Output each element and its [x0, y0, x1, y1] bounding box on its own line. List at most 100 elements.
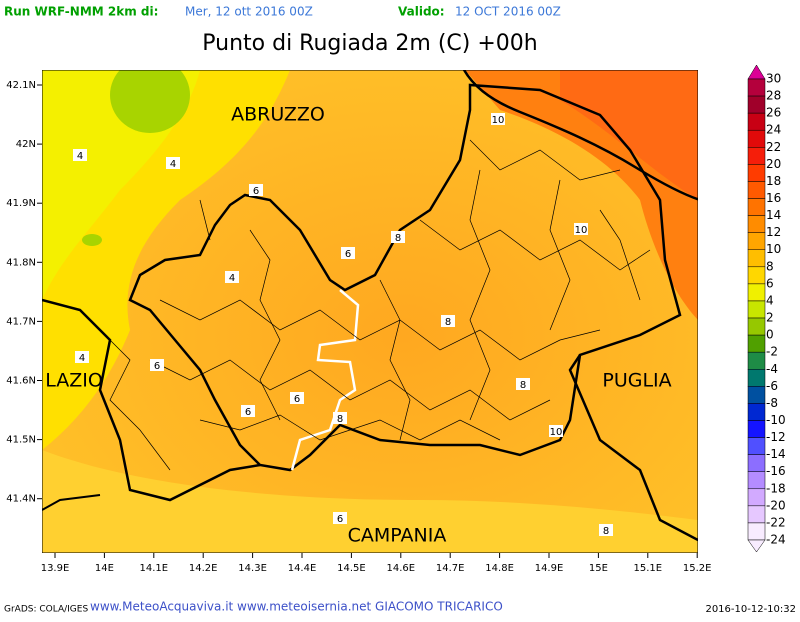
lon-tick-label: 14.1E [140, 563, 169, 574]
colorbar-label: 28 [766, 89, 781, 103]
colorbar-segment [747, 471, 766, 490]
colorbar-label: -20 [766, 498, 786, 512]
contour-label: 6 [345, 249, 351, 260]
field-green [110, 70, 190, 133]
colorbar: 302826242220181614121086420-2-4-6-8-10-1… [747, 64, 786, 553]
colorbar-segment [747, 317, 766, 336]
footer-center: www.MeteoAcquaviva.it www.meteoisernia.n… [90, 600, 503, 614]
colorbar-label: -18 [766, 481, 786, 495]
colorbar-label: -8 [766, 396, 778, 410]
lazio-border [42, 298, 261, 502]
colorbar-label: 26 [766, 106, 781, 120]
region-label: PUGLIA [602, 370, 671, 392]
colorbar-segment [747, 300, 766, 319]
molise-border [128, 83, 682, 472]
map-title: Punto di Rugiada 2m (C) +00h [202, 31, 537, 56]
colorbar-segment [747, 454, 766, 472]
colorbar-label: 8 [766, 259, 774, 273]
colorbar-label: 24 [766, 123, 781, 137]
colorbar-segment [747, 112, 766, 131]
colorbar-segment [747, 266, 766, 285]
colorbar-segment [747, 505, 766, 524]
contour-label-bg [341, 247, 355, 259]
colorbar-label: 12 [766, 225, 781, 239]
contour-label: 6 [245, 407, 251, 418]
colorbar-segment [747, 181, 766, 199]
contour-label-bg [516, 378, 530, 390]
colorbar-label: -12 [766, 430, 786, 444]
lon-tick-label: 13.9E [41, 563, 70, 574]
colorbar-top [747, 64, 766, 80]
lon-tick-label: 15E [589, 563, 608, 574]
colorbar-segment [747, 351, 766, 370]
contour-label-bg [391, 231, 405, 243]
lat-tick-label: 41.7N [6, 316, 36, 327]
map-labels: ABRUZZO LAZIO PUGLIA CAMPANIA 10 4 4 6 8 10 6 4 8 4 6 8… [45, 104, 671, 547]
lon-tick-label: 14.6E [387, 563, 416, 574]
lon-tick-label: 14E [95, 563, 114, 574]
contour-label: 4 [77, 151, 83, 162]
contour-label: 8 [445, 317, 451, 328]
contour-label: 4 [79, 353, 85, 364]
field-green-small [82, 234, 102, 246]
lon-tick-label: 14.4E [288, 563, 317, 574]
contour-label: 10 [550, 427, 563, 438]
puglia-border [568, 354, 698, 542]
region-label: CAMPANIA [348, 525, 447, 547]
lat-tick-label: 42.1N [6, 80, 36, 91]
region-label: ABRUZZO [231, 104, 325, 126]
colorbar-segment [747, 129, 766, 148]
colorbar-label: 4 [766, 293, 774, 307]
contour-label-bg [599, 524, 613, 536]
colorbar-label: -22 [766, 515, 786, 529]
colorbar-segment [747, 522, 766, 541]
colorbar-label: -2 [766, 345, 778, 359]
lon-tick-label: 14.2E [189, 563, 218, 574]
contour-label-bg [441, 315, 455, 327]
colorbar-label: 16 [766, 191, 781, 205]
contour-label: 4 [229, 273, 235, 284]
colorbar-segment [747, 78, 766, 97]
colorbar-segment [747, 283, 766, 302]
contour-label-bg [333, 412, 347, 424]
colorbar-segment [747, 147, 766, 165]
run-label: Run WRF-NMM 2km di: [4, 5, 158, 19]
contour-label-bg [574, 223, 588, 235]
colorbar-segment [747, 232, 766, 250]
colorbar-label: -4 [766, 362, 778, 376]
lat-tick-label: 42N [16, 139, 36, 150]
colorbar-label: -24 [766, 533, 786, 547]
run-date: Mer, 12 ott 2016 00Z [185, 5, 313, 19]
contour-label: 8 [603, 526, 609, 537]
coastline [462, 70, 698, 201]
contour-label-bg [491, 113, 505, 125]
contour-label-bg [225, 271, 239, 283]
contour-label: 8 [520, 380, 526, 391]
colorbar-segment [747, 488, 766, 507]
contour-label-bg [166, 157, 180, 169]
contour-label: 10 [575, 225, 588, 236]
colorbar-segment [747, 420, 766, 438]
lon-tick-label: 15.1E [634, 563, 663, 574]
colorbar-label: 18 [766, 174, 781, 188]
contour-label: 8 [337, 414, 343, 425]
colorbar-segment [747, 249, 766, 268]
colorbar-label: 14 [766, 208, 781, 222]
colorbar-label: -6 [766, 379, 778, 393]
colorbar-segment [747, 198, 766, 216]
lon-tick-label: 14.8E [485, 563, 514, 574]
colorbar-segment [747, 437, 766, 455]
colorbar-label: 30 [766, 72, 781, 86]
lon-tick-label: 14.7E [436, 563, 465, 574]
municipal-borders [99, 139, 651, 471]
colorbar-label: -10 [766, 413, 786, 427]
valid-label: Valido: [398, 5, 445, 19]
colorbar-label: -16 [766, 464, 786, 478]
lon-tick-label: 15.2E [683, 563, 712, 574]
contour-label-bg [75, 351, 89, 363]
field-yellow-south [42, 450, 698, 553]
colorbar-segment [747, 369, 766, 387]
colorbar-bottom [747, 539, 766, 553]
colorbar-segment [747, 403, 766, 421]
